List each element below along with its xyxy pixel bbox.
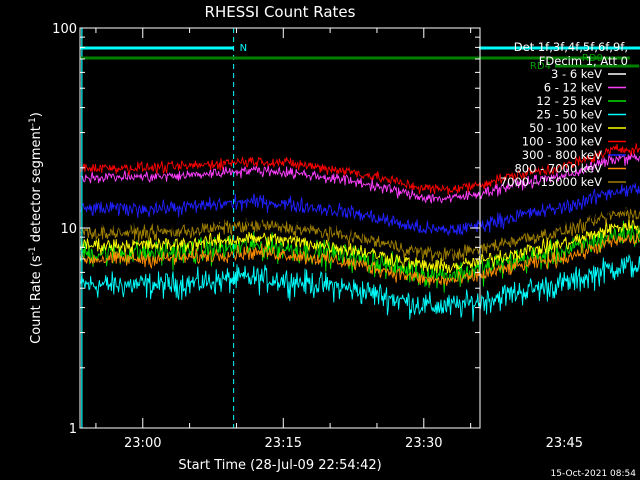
- y-label-part-1: Count Rate (s: [29, 255, 44, 344]
- series-line-0: [80, 197, 640, 255]
- rd4-label: RD4: [530, 61, 551, 72]
- legend-header-1: FDecim 1, Att 0: [539, 54, 628, 68]
- legend: Det 1f,3f,4f,5f,6f,9f,FDecim 1, Att 03 -…: [500, 40, 628, 189]
- y-label-sup-1: -1: [28, 246, 38, 255]
- legend-entry-0: 3 - 6 keV: [551, 67, 602, 81]
- series-6: [80, 183, 640, 237]
- series-0: [80, 197, 640, 255]
- legend-entry-4: 50 - 100 keV: [529, 121, 602, 135]
- y-tick-label-1: 10: [60, 222, 77, 237]
- y-tick-label-2: 100: [52, 22, 77, 37]
- series-group: [80, 143, 640, 322]
- series-8: [80, 207, 640, 262]
- chart-title: RHESSI Count Rates: [205, 3, 356, 21]
- series-3: [80, 253, 640, 322]
- annotation-group: NSRD0RD4: [80, 28, 640, 428]
- x-tick-label-1: 23:15: [265, 436, 302, 451]
- legend-entry-1: 6 - 12 keV: [544, 81, 602, 95]
- legend-entry-5: 100 - 300 keV: [522, 135, 602, 149]
- rd0-label: RD0: [582, 53, 603, 64]
- series-line-8: [80, 207, 640, 262]
- x-axis-label: Start Time (28-Jul-09 22:54:42): [178, 458, 381, 473]
- series-line-1: [80, 152, 640, 205]
- y-label-part-3: ): [29, 112, 44, 117]
- series-7: [80, 233, 640, 286]
- series-line-7: [80, 233, 640, 286]
- y-label-sup-2: -1: [28, 117, 38, 126]
- legend-entry-2: 12 - 25 keV: [536, 94, 602, 108]
- series-line-4: [80, 218, 640, 274]
- y-axis-label: Count Rate (s-1 detector segment-1): [28, 112, 44, 344]
- axes: 23:0023:1523:3023:4500:0000:1500:3011010…: [52, 22, 583, 451]
- legend-entry-7: 800 - 7000 keV: [514, 162, 602, 176]
- night-label: N: [240, 43, 247, 54]
- y-tick-label-0: 1: [69, 422, 77, 437]
- series-line-3: [80, 253, 640, 322]
- series-line-6: [80, 183, 640, 237]
- legend-entry-8: 7000 - 15000 keV: [500, 175, 602, 189]
- y-label-part-2: detector segment: [29, 126, 44, 246]
- series-2: [80, 220, 640, 293]
- legend-header-0: Det 1f,3f,4f,5f,6f,9f,: [514, 40, 628, 54]
- timestamp: 15-Oct-2021 08:54: [551, 469, 637, 479]
- x-tick-label-0: 23:00: [124, 436, 161, 451]
- series-1: [80, 152, 640, 205]
- series-4: [80, 218, 640, 274]
- legend-entry-3: 25 - 50 keV: [536, 108, 602, 122]
- series-line-2: [80, 220, 640, 293]
- x-tick-label-3: 23:45: [546, 436, 583, 451]
- x-tick-label-2: 23:30: [405, 436, 442, 451]
- series-5: [80, 143, 640, 196]
- legend-entry-6: 300 - 800 keV: [522, 148, 602, 162]
- series-line-5: [80, 143, 640, 196]
